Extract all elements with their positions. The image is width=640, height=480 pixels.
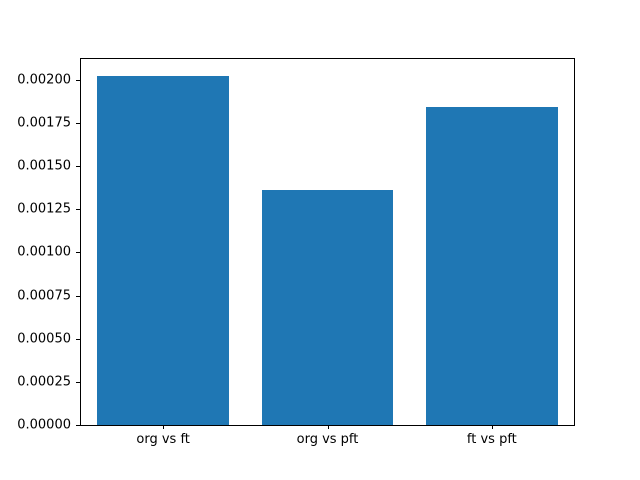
y-tick-label: 0.00075	[17, 288, 71, 304]
x-tick-label: org vs ft	[136, 432, 190, 447]
y-tick-label: 0.00100	[17, 244, 71, 260]
x-tick-label: org vs pft	[296, 432, 359, 447]
y-tick-label: 0.00050	[17, 331, 71, 347]
x-tick-mark	[491, 425, 493, 429]
x-tick-label: ft vs pft	[466, 432, 517, 447]
y-tick-mark	[76, 122, 80, 124]
y-tick-mark	[76, 338, 80, 340]
y-tick-mark	[76, 381, 80, 383]
bars-container	[81, 59, 574, 425]
x-tick-mark	[163, 425, 165, 429]
y-tick-label: 0.00175	[17, 115, 71, 131]
bar-1	[97, 76, 229, 425]
y-tick-label: 0.00150	[17, 158, 71, 174]
bar-3	[426, 107, 558, 425]
y-tick-mark	[76, 295, 80, 297]
bar-column	[81, 59, 245, 425]
y-tick-mark	[76, 209, 80, 211]
plot-area: org vs ft org vs pft ft vs pft 0.00000 0.000…	[17, 58, 575, 446]
bar-column	[410, 59, 574, 425]
y-tick-label: 0.00200	[17, 72, 71, 88]
y-tick-label: 0.00125	[17, 201, 71, 217]
y-tick-mark	[76, 252, 80, 254]
x-tick-mark	[327, 425, 329, 429]
y-tick-mark	[76, 425, 80, 426]
y-tick-label: 0.00025	[17, 374, 71, 390]
y-tick-label: 0.00000	[17, 417, 71, 433]
y-tick-mark	[76, 79, 80, 81]
y-tick-mark	[76, 166, 80, 168]
bar-column	[245, 59, 409, 425]
bar-2	[261, 190, 394, 425]
